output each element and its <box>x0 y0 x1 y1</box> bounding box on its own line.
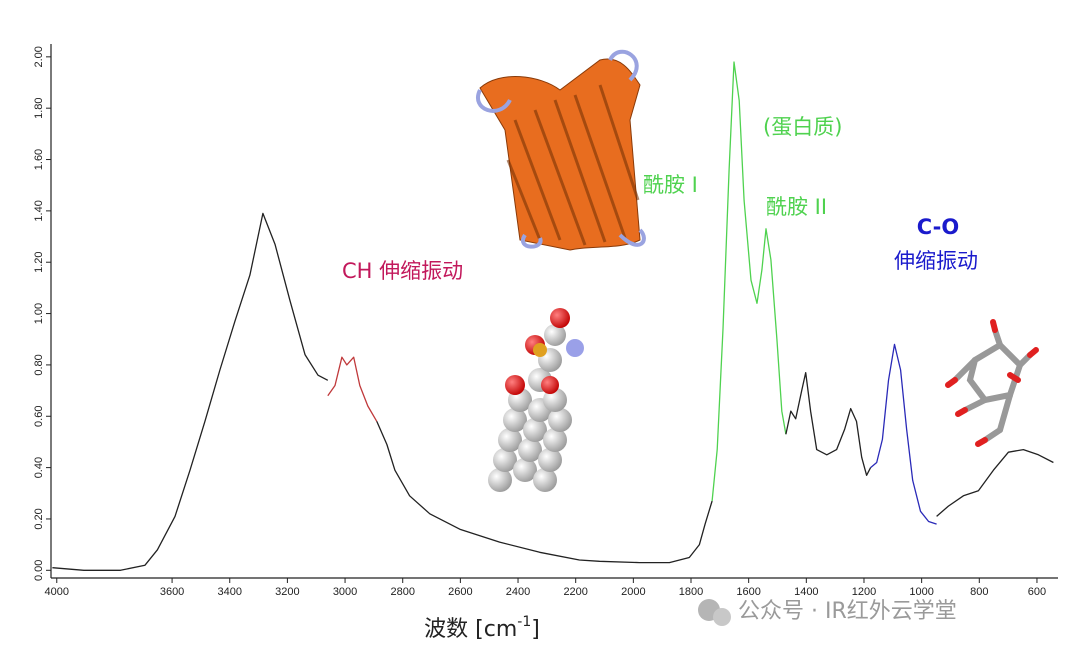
y-tick-label: 1.00 <box>33 303 45 324</box>
spectrum-line <box>711 61 787 502</box>
sugar-image <box>945 319 1039 447</box>
x-tick-label: 4000 <box>45 586 69 598</box>
spectrum-line <box>785 371 872 476</box>
y-tick-label: 0.60 <box>33 406 45 427</box>
x-tick-label: 2400 <box>506 586 530 598</box>
annotation: 酰胺 II <box>766 195 827 219</box>
x-tick-label: 1800 <box>679 586 703 598</box>
y-tick-label: 1.80 <box>33 97 45 118</box>
protein-image <box>476 49 646 251</box>
y-tick-label: 2.00 <box>33 46 45 67</box>
x-tick-label: 2600 <box>448 586 472 598</box>
y-tick-label: 0.20 <box>33 508 45 529</box>
x-tick-label: 1400 <box>794 586 818 598</box>
x-tick-label: 3200 <box>275 586 299 598</box>
y-tick-label: 0.40 <box>33 457 45 478</box>
spectrum-line <box>376 421 713 564</box>
spectrum-line <box>870 343 937 525</box>
x-tick-label: 2000 <box>621 586 645 598</box>
x-tick-label: 1600 <box>736 586 760 598</box>
x-axis-label-sup: -1 <box>517 614 531 630</box>
watermark-text: 公众号 · IR红外云学堂 <box>738 599 957 624</box>
x-tick-label: 1000 <box>909 586 933 598</box>
x-axis-label-text: 波数 [cm <box>424 617 517 642</box>
y-tick-label: 1.20 <box>33 252 45 273</box>
lipid-image <box>488 308 584 492</box>
watermark: 公众号 · IR红外云学堂 <box>698 599 957 626</box>
annotation: CH 伸缩振动 <box>342 259 463 283</box>
annotation: C-O <box>917 215 959 239</box>
annotation: 酰胺 I <box>643 173 698 197</box>
spectrum-line <box>936 448 1054 517</box>
y-tick-label: 0.80 <box>33 354 45 375</box>
x-tick-label: 3400 <box>217 586 241 598</box>
x-tick-label: 3600 <box>160 586 184 598</box>
x-tick-label: 2200 <box>563 586 587 598</box>
y-tick-label: 1.40 <box>33 200 45 221</box>
x-axis-label-end: ] <box>531 617 540 642</box>
spectrum-line <box>327 356 378 422</box>
annotation: 伸缩振动 <box>894 249 978 273</box>
x-axis-label: 波数 [cm-1] <box>424 614 540 642</box>
x-tick-label: 2800 <box>390 586 414 598</box>
spectrum-line <box>52 212 329 571</box>
x-tick-label: 3000 <box>333 586 357 598</box>
x-tick-label: 800 <box>970 586 988 598</box>
annotation: (蛋白质) <box>763 115 842 139</box>
y-tick-label: 0.00 <box>33 560 45 581</box>
y-tick-label: 1.60 <box>33 149 45 170</box>
x-tick-label: 1200 <box>852 586 876 598</box>
x-tick-label: 600 <box>1028 586 1046 598</box>
